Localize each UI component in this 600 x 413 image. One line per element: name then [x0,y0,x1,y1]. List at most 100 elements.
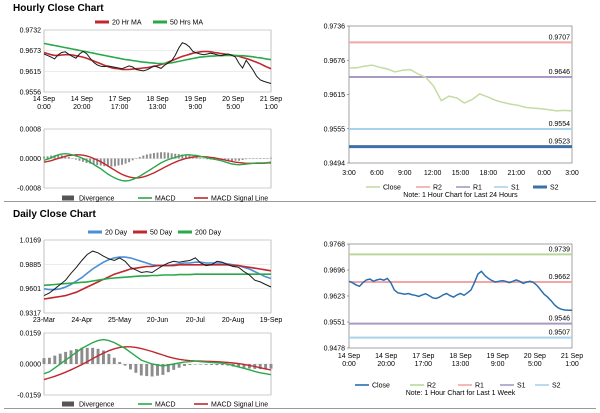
divergence-bar [195,157,198,159]
x-tick-label: 14 Sep 20:00 [71,96,93,111]
divergence-bar [58,353,62,364]
divergence-bar [64,155,67,159]
divergence-bar [170,153,173,159]
divergence-bar [47,357,51,364]
section-divider [4,201,596,202]
level-value-label: 0.9507 [549,330,571,337]
x-tick-label: 20-Aug [222,317,245,324]
divergence-bar [112,357,116,364]
divergence-bar [199,364,203,365]
section-divider [4,408,596,409]
y-tick-label: 0.0159 [20,331,42,338]
legend-label: Close [372,383,390,390]
divergence-bar [67,157,70,159]
divergence-bar [85,347,89,364]
divergence-bar [113,158,116,167]
x-tick-label: 23-Mar [33,317,56,324]
divergence-bar [138,157,141,159]
x-tick-label: 18 Sep 13:00 [449,353,471,368]
y-tick-label: 0.9478 [324,346,346,353]
x-tick-label: 20-Jun [147,317,169,324]
divergence-bar [174,153,177,159]
divergence-bar [264,364,268,369]
divergence-bar [248,158,251,159]
divergence-bar [78,158,81,161]
level-value-label: 0.9546 [549,316,571,323]
hourly-24h-chart: 0.9736 0.9676 0.9615 0.9555 0.9494 3:00 6:00 9:… [324,24,579,200]
level-value-label: 0.9739 [549,246,571,253]
macd-signal-line [43,154,271,179]
divergence-bar [46,156,49,159]
divergence-bar [156,152,159,159]
legend-label: MACD [155,402,176,409]
y-tick-label: 0.9676 [324,58,346,65]
x-tick-label: 17 Sep 17:00 [412,353,434,368]
divergence-bar [50,155,53,159]
y-tick-label: -0.0159 [17,393,41,400]
divergence-bar [118,362,122,364]
y-tick-label: 0.9623 [324,294,346,301]
series-line-close [43,42,272,84]
close-line [349,64,573,112]
divergence-bar [107,353,111,364]
y-tick-label: 0.0008 [20,127,42,134]
legend-swatch [62,401,74,407]
chart-note: Note: 1 Hour Chart for Last 24 Hours [403,192,518,199]
level-value-label: 0.9554 [549,121,571,128]
plot-frame [348,243,573,349]
plot-frame [348,25,573,164]
y-tick-label: 0.9673 [20,48,42,55]
divergence-bar [152,152,155,159]
x-tick-label: 19 Sep 9:00 [487,353,509,368]
divergence-bar [92,158,95,165]
divergence-bar [252,158,255,159]
divergence-bar [82,158,84,162]
y-tick-label: 0.9494 [324,161,346,168]
divergence-bar [227,158,230,161]
hourly-macd-chart: 0.0008 0.0000 -0.0008 Divergence MACD MACD Si… [17,127,272,203]
level-value-label: 0.9646 [549,69,571,76]
x-tick-label: 18 Sep 13:00 [146,96,168,111]
divergence-bar [262,158,265,159]
x-tick-label: 20 Sep 5:00 [524,353,546,368]
divergence-bar [139,364,143,376]
divergence-bar [131,158,134,161]
divergence-bar [69,350,73,364]
divergence-bar [259,158,262,159]
divergence-bar [183,364,186,366]
x-tick-label: 25-May [108,317,132,324]
y-tick-label: 0.0000 [20,156,42,163]
divergence-bar [177,364,181,368]
series-line-20-day [43,256,272,291]
legend-label: 20 Hr MA [112,20,142,27]
divergence-bar [134,364,138,373]
x-tick-label: 9:00 [398,170,412,177]
divergence-bar [110,158,113,167]
divergence-bar [74,348,78,364]
plot-frame [43,239,272,314]
legend-label: Divergence [79,196,115,203]
divergence-bar [199,158,202,159]
divergence-bar [255,158,258,159]
x-tick-label: 21:00 [507,170,525,177]
divergence-bar [149,153,152,159]
y-tick-label: 0.9615 [20,69,42,76]
divergence-bar [106,158,109,167]
x-tick-label: 20 Sep 5:00 [222,96,244,111]
series-line-200-day [43,273,271,287]
divergence-bar [89,158,92,164]
divergence-bar [135,158,138,159]
x-tick-label: 17 Sep 17:00 [109,96,131,111]
divergence-bar [206,158,209,160]
divergence-bar [231,158,233,162]
series-line-50-day [43,264,272,300]
divergence-bar [238,158,241,161]
legend-label: 200 Day [195,230,222,237]
divergence-bar [247,364,251,369]
divergence-bar [266,158,269,159]
x-tick-label: 20-Jul [186,317,206,324]
divergence-bar [181,154,184,159]
